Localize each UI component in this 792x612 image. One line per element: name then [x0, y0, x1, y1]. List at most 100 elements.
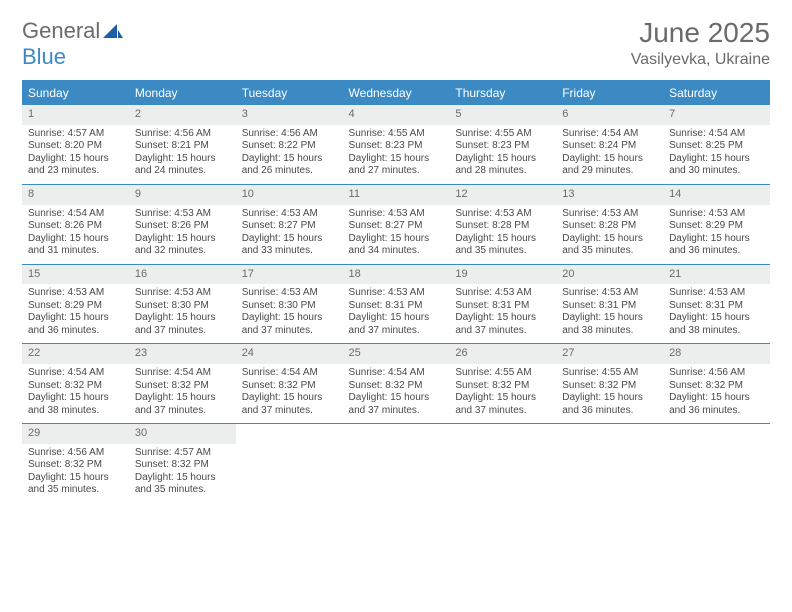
day-d1: Daylight: 15 hours	[135, 233, 230, 246]
day-ss: Sunset: 8:26 PM	[135, 220, 230, 233]
day-info: Sunrise: 4:53 AMSunset: 8:31 PMDaylight:…	[449, 284, 556, 343]
brand-logo: General Blue	[22, 18, 123, 70]
day-ss: Sunset: 8:32 PM	[135, 459, 230, 472]
day-info: Sunrise: 4:53 AMSunset: 8:30 PMDaylight:…	[129, 284, 236, 343]
day-cell: 22Sunrise: 4:54 AMSunset: 8:32 PMDayligh…	[22, 344, 129, 424]
day-number: 12	[449, 185, 556, 205]
day-info: Sunrise: 4:53 AMSunset: 8:29 PMDaylight:…	[663, 205, 770, 264]
day-cell: 1Sunrise: 4:57 AMSunset: 8:20 PMDaylight…	[22, 105, 129, 185]
day-sr: Sunrise: 4:56 AM	[135, 128, 230, 141]
day-info: Sunrise: 4:53 AMSunset: 8:28 PMDaylight:…	[556, 205, 663, 264]
day-sr: Sunrise: 4:56 AM	[28, 447, 123, 460]
day-ss: Sunset: 8:32 PM	[135, 380, 230, 393]
day-ss: Sunset: 8:32 PM	[28, 380, 123, 393]
day-d1: Daylight: 15 hours	[135, 153, 230, 166]
day-info: Sunrise: 4:55 AMSunset: 8:23 PMDaylight:…	[449, 125, 556, 184]
day-cell: 27Sunrise: 4:55 AMSunset: 8:32 PMDayligh…	[556, 344, 663, 424]
day-sr: Sunrise: 4:53 AM	[562, 208, 657, 221]
day-cell: 26Sunrise: 4:55 AMSunset: 8:32 PMDayligh…	[449, 344, 556, 424]
day-ss: Sunset: 8:31 PM	[349, 300, 444, 313]
day-cell: 3Sunrise: 4:56 AMSunset: 8:22 PMDaylight…	[236, 105, 343, 185]
day-sr: Sunrise: 4:54 AM	[28, 208, 123, 221]
day-number: 25	[343, 344, 450, 364]
day-cell: 24Sunrise: 4:54 AMSunset: 8:32 PMDayligh…	[236, 344, 343, 424]
day-number: 23	[129, 344, 236, 364]
day-cell: 2Sunrise: 4:56 AMSunset: 8:21 PMDaylight…	[129, 105, 236, 185]
day-sr: Sunrise: 4:55 AM	[349, 128, 444, 141]
day-ss: Sunset: 8:32 PM	[28, 459, 123, 472]
day-d2: and 36 minutes.	[669, 245, 764, 258]
day-cell	[663, 424, 770, 503]
day-ss: Sunset: 8:21 PM	[135, 140, 230, 153]
day-ss: Sunset: 8:32 PM	[242, 380, 337, 393]
dayname-wed: Wednesday	[343, 81, 450, 105]
day-d1: Daylight: 15 hours	[562, 392, 657, 405]
day-info: Sunrise: 4:57 AMSunset: 8:20 PMDaylight:…	[22, 125, 129, 184]
day-info: Sunrise: 4:54 AMSunset: 8:32 PMDaylight:…	[343, 364, 450, 423]
day-cell: 28Sunrise: 4:56 AMSunset: 8:32 PMDayligh…	[663, 344, 770, 424]
day-d1: Daylight: 15 hours	[562, 153, 657, 166]
day-d1: Daylight: 15 hours	[349, 233, 444, 246]
day-d1: Daylight: 15 hours	[242, 153, 337, 166]
day-ss: Sunset: 8:29 PM	[28, 300, 123, 313]
day-d1: Daylight: 15 hours	[669, 392, 764, 405]
day-d2: and 37 minutes.	[349, 405, 444, 418]
day-d2: and 30 minutes.	[669, 165, 764, 178]
day-ss: Sunset: 8:27 PM	[242, 220, 337, 233]
day-sr: Sunrise: 4:57 AM	[135, 447, 230, 460]
day-d1: Daylight: 15 hours	[455, 312, 550, 325]
day-info: Sunrise: 4:54 AMSunset: 8:32 PMDaylight:…	[236, 364, 343, 423]
day-sr: Sunrise: 4:53 AM	[669, 287, 764, 300]
day-ss: Sunset: 8:31 PM	[562, 300, 657, 313]
day-ss: Sunset: 8:31 PM	[455, 300, 550, 313]
day-cell: 19Sunrise: 4:53 AMSunset: 8:31 PMDayligh…	[449, 264, 556, 344]
day-info: Sunrise: 4:53 AMSunset: 8:28 PMDaylight:…	[449, 205, 556, 264]
day-cell	[556, 424, 663, 503]
day-number: 8	[22, 185, 129, 205]
day-d1: Daylight: 15 hours	[28, 233, 123, 246]
day-info: Sunrise: 4:53 AMSunset: 8:31 PMDaylight:…	[663, 284, 770, 343]
dayname-mon: Monday	[129, 81, 236, 105]
day-d2: and 37 minutes.	[135, 405, 230, 418]
day-d2: and 33 minutes.	[242, 245, 337, 258]
day-d1: Daylight: 15 hours	[135, 472, 230, 485]
day-info: Sunrise: 4:54 AMSunset: 8:26 PMDaylight:…	[22, 205, 129, 264]
brand-word-1: General	[22, 18, 100, 43]
brand-word-2: Blue	[22, 44, 66, 69]
day-sr: Sunrise: 4:53 AM	[669, 208, 764, 221]
day-info: Sunrise: 4:53 AMSunset: 8:30 PMDaylight:…	[236, 284, 343, 343]
day-cell: 14Sunrise: 4:53 AMSunset: 8:29 PMDayligh…	[663, 184, 770, 264]
day-d1: Daylight: 15 hours	[669, 312, 764, 325]
dayname-row: Sunday Monday Tuesday Wednesday Thursday…	[22, 81, 770, 105]
day-sr: Sunrise: 4:54 AM	[28, 367, 123, 380]
day-ss: Sunset: 8:29 PM	[669, 220, 764, 233]
day-number: 1	[22, 105, 129, 125]
day-sr: Sunrise: 4:54 AM	[669, 128, 764, 141]
day-ss: Sunset: 8:26 PM	[28, 220, 123, 233]
week-row: 1Sunrise: 4:57 AMSunset: 8:20 PMDaylight…	[22, 105, 770, 185]
day-sr: Sunrise: 4:55 AM	[455, 128, 550, 141]
day-sr: Sunrise: 4:56 AM	[242, 128, 337, 141]
day-d1: Daylight: 15 hours	[455, 233, 550, 246]
day-info: Sunrise: 4:53 AMSunset: 8:27 PMDaylight:…	[236, 205, 343, 264]
day-d2: and 37 minutes.	[455, 325, 550, 338]
day-d2: and 37 minutes.	[455, 405, 550, 418]
day-cell: 10Sunrise: 4:53 AMSunset: 8:27 PMDayligh…	[236, 184, 343, 264]
day-d2: and 36 minutes.	[669, 405, 764, 418]
week-row: 8Sunrise: 4:54 AMSunset: 8:26 PMDaylight…	[22, 184, 770, 264]
day-ss: Sunset: 8:27 PM	[349, 220, 444, 233]
day-sr: Sunrise: 4:54 AM	[242, 367, 337, 380]
week-row: 29Sunrise: 4:56 AMSunset: 8:32 PMDayligh…	[22, 424, 770, 503]
day-sr: Sunrise: 4:53 AM	[562, 287, 657, 300]
calendar-body: 1Sunrise: 4:57 AMSunset: 8:20 PMDaylight…	[22, 105, 770, 503]
day-ss: Sunset: 8:28 PM	[455, 220, 550, 233]
week-row: 22Sunrise: 4:54 AMSunset: 8:32 PMDayligh…	[22, 344, 770, 424]
calendar-page: General Blue June 2025 Vasilyevka, Ukrai…	[0, 0, 792, 521]
day-d1: Daylight: 15 hours	[242, 233, 337, 246]
day-cell: 6Sunrise: 4:54 AMSunset: 8:24 PMDaylight…	[556, 105, 663, 185]
day-d1: Daylight: 15 hours	[242, 392, 337, 405]
day-ss: Sunset: 8:30 PM	[135, 300, 230, 313]
day-d1: Daylight: 15 hours	[455, 392, 550, 405]
dayname-sun: Sunday	[22, 81, 129, 105]
day-d2: and 32 minutes.	[135, 245, 230, 258]
